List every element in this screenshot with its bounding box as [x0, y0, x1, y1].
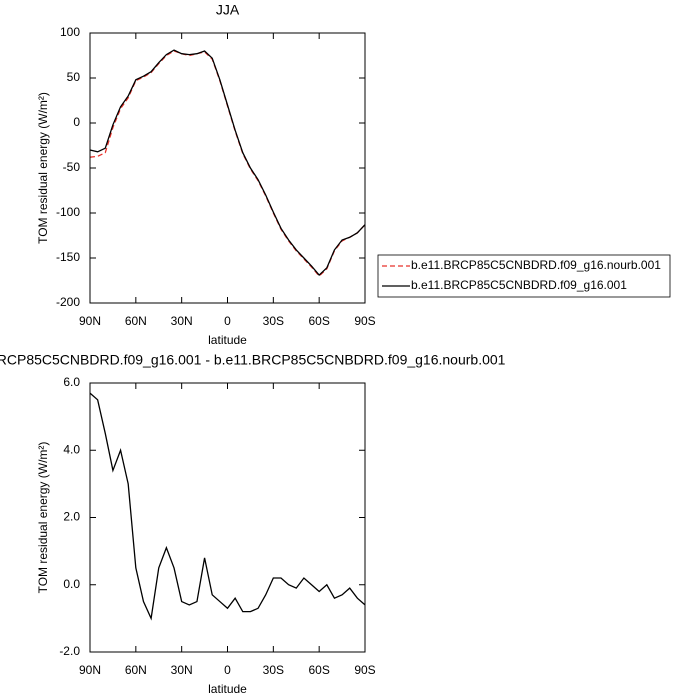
legend-label: b.e11.BRCP85C5CNBDRD.f09_g16.001 [411, 278, 627, 292]
data-line [89, 50, 366, 277]
legend-box [377, 254, 671, 298]
y-tick-label: -150 [56, 250, 80, 264]
y-tick-label: 2.0 [63, 510, 80, 524]
x-tick-label: 60S [308, 314, 329, 328]
chart-title: JJA [216, 2, 240, 18]
y-tick-label: 4.0 [63, 442, 80, 456]
y-tick-label: 0.0 [63, 577, 80, 591]
x-tick-label: 90S [354, 314, 375, 328]
x-tick-label: 60N [125, 314, 147, 328]
y-tick-label: -2.0 [59, 644, 80, 658]
x-tick-label: 0 [224, 663, 231, 677]
x-tick-label: 30N [171, 314, 193, 328]
y-tick-label: -200 [56, 295, 80, 309]
x-tick-label: 90N [79, 314, 101, 328]
data-line [89, 49, 366, 277]
x-tick-label: 60N [125, 663, 147, 677]
legend: b.e11.BRCP85C5CNBDRD.f09_g16.nourb.001 b.… [377, 254, 671, 298]
x-tick-label: 90S [354, 663, 375, 677]
y-axis-label: TOM residual energy (W/m²) [36, 92, 50, 244]
y-tick-label: -50 [63, 160, 81, 174]
y-tick-label: 6.0 [63, 375, 80, 389]
y-axis-label: TOM residual energy (W/m²) [36, 442, 50, 594]
x-axis-label: latitude [208, 333, 247, 347]
plot-frame [89, 32, 366, 304]
plot-frame [89, 382, 366, 653]
y-tick-label: 100 [60, 25, 80, 39]
x-axis-label: latitude [208, 682, 247, 696]
chart-title: b.e11.BRCP85C5CNBDRD.f09_g16.001 - b.e11… [0, 352, 506, 368]
x-tick-label: 0 [224, 314, 231, 328]
legend-label: b.e11.BRCP85C5CNBDRD.f09_g16.nourb.001 [411, 258, 661, 272]
x-tick-label: 30N [171, 663, 193, 677]
x-tick-label: 30S [263, 663, 284, 677]
y-tick-label: -100 [56, 205, 80, 219]
data-line [89, 392, 366, 621]
x-tick-label: 30S [263, 314, 284, 328]
x-tick-label: 60S [308, 663, 329, 677]
y-tick-label: 50 [67, 70, 81, 84]
x-tick-label: 90N [79, 663, 101, 677]
y-tick-label: 0 [73, 115, 80, 129]
